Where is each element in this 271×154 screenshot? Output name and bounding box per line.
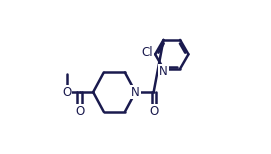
Text: Cl: Cl	[141, 46, 153, 59]
Text: O: O	[75, 105, 84, 118]
Text: O: O	[149, 105, 158, 118]
Text: N: N	[159, 65, 168, 78]
Text: N: N	[131, 86, 140, 99]
Text: O: O	[62, 86, 71, 99]
